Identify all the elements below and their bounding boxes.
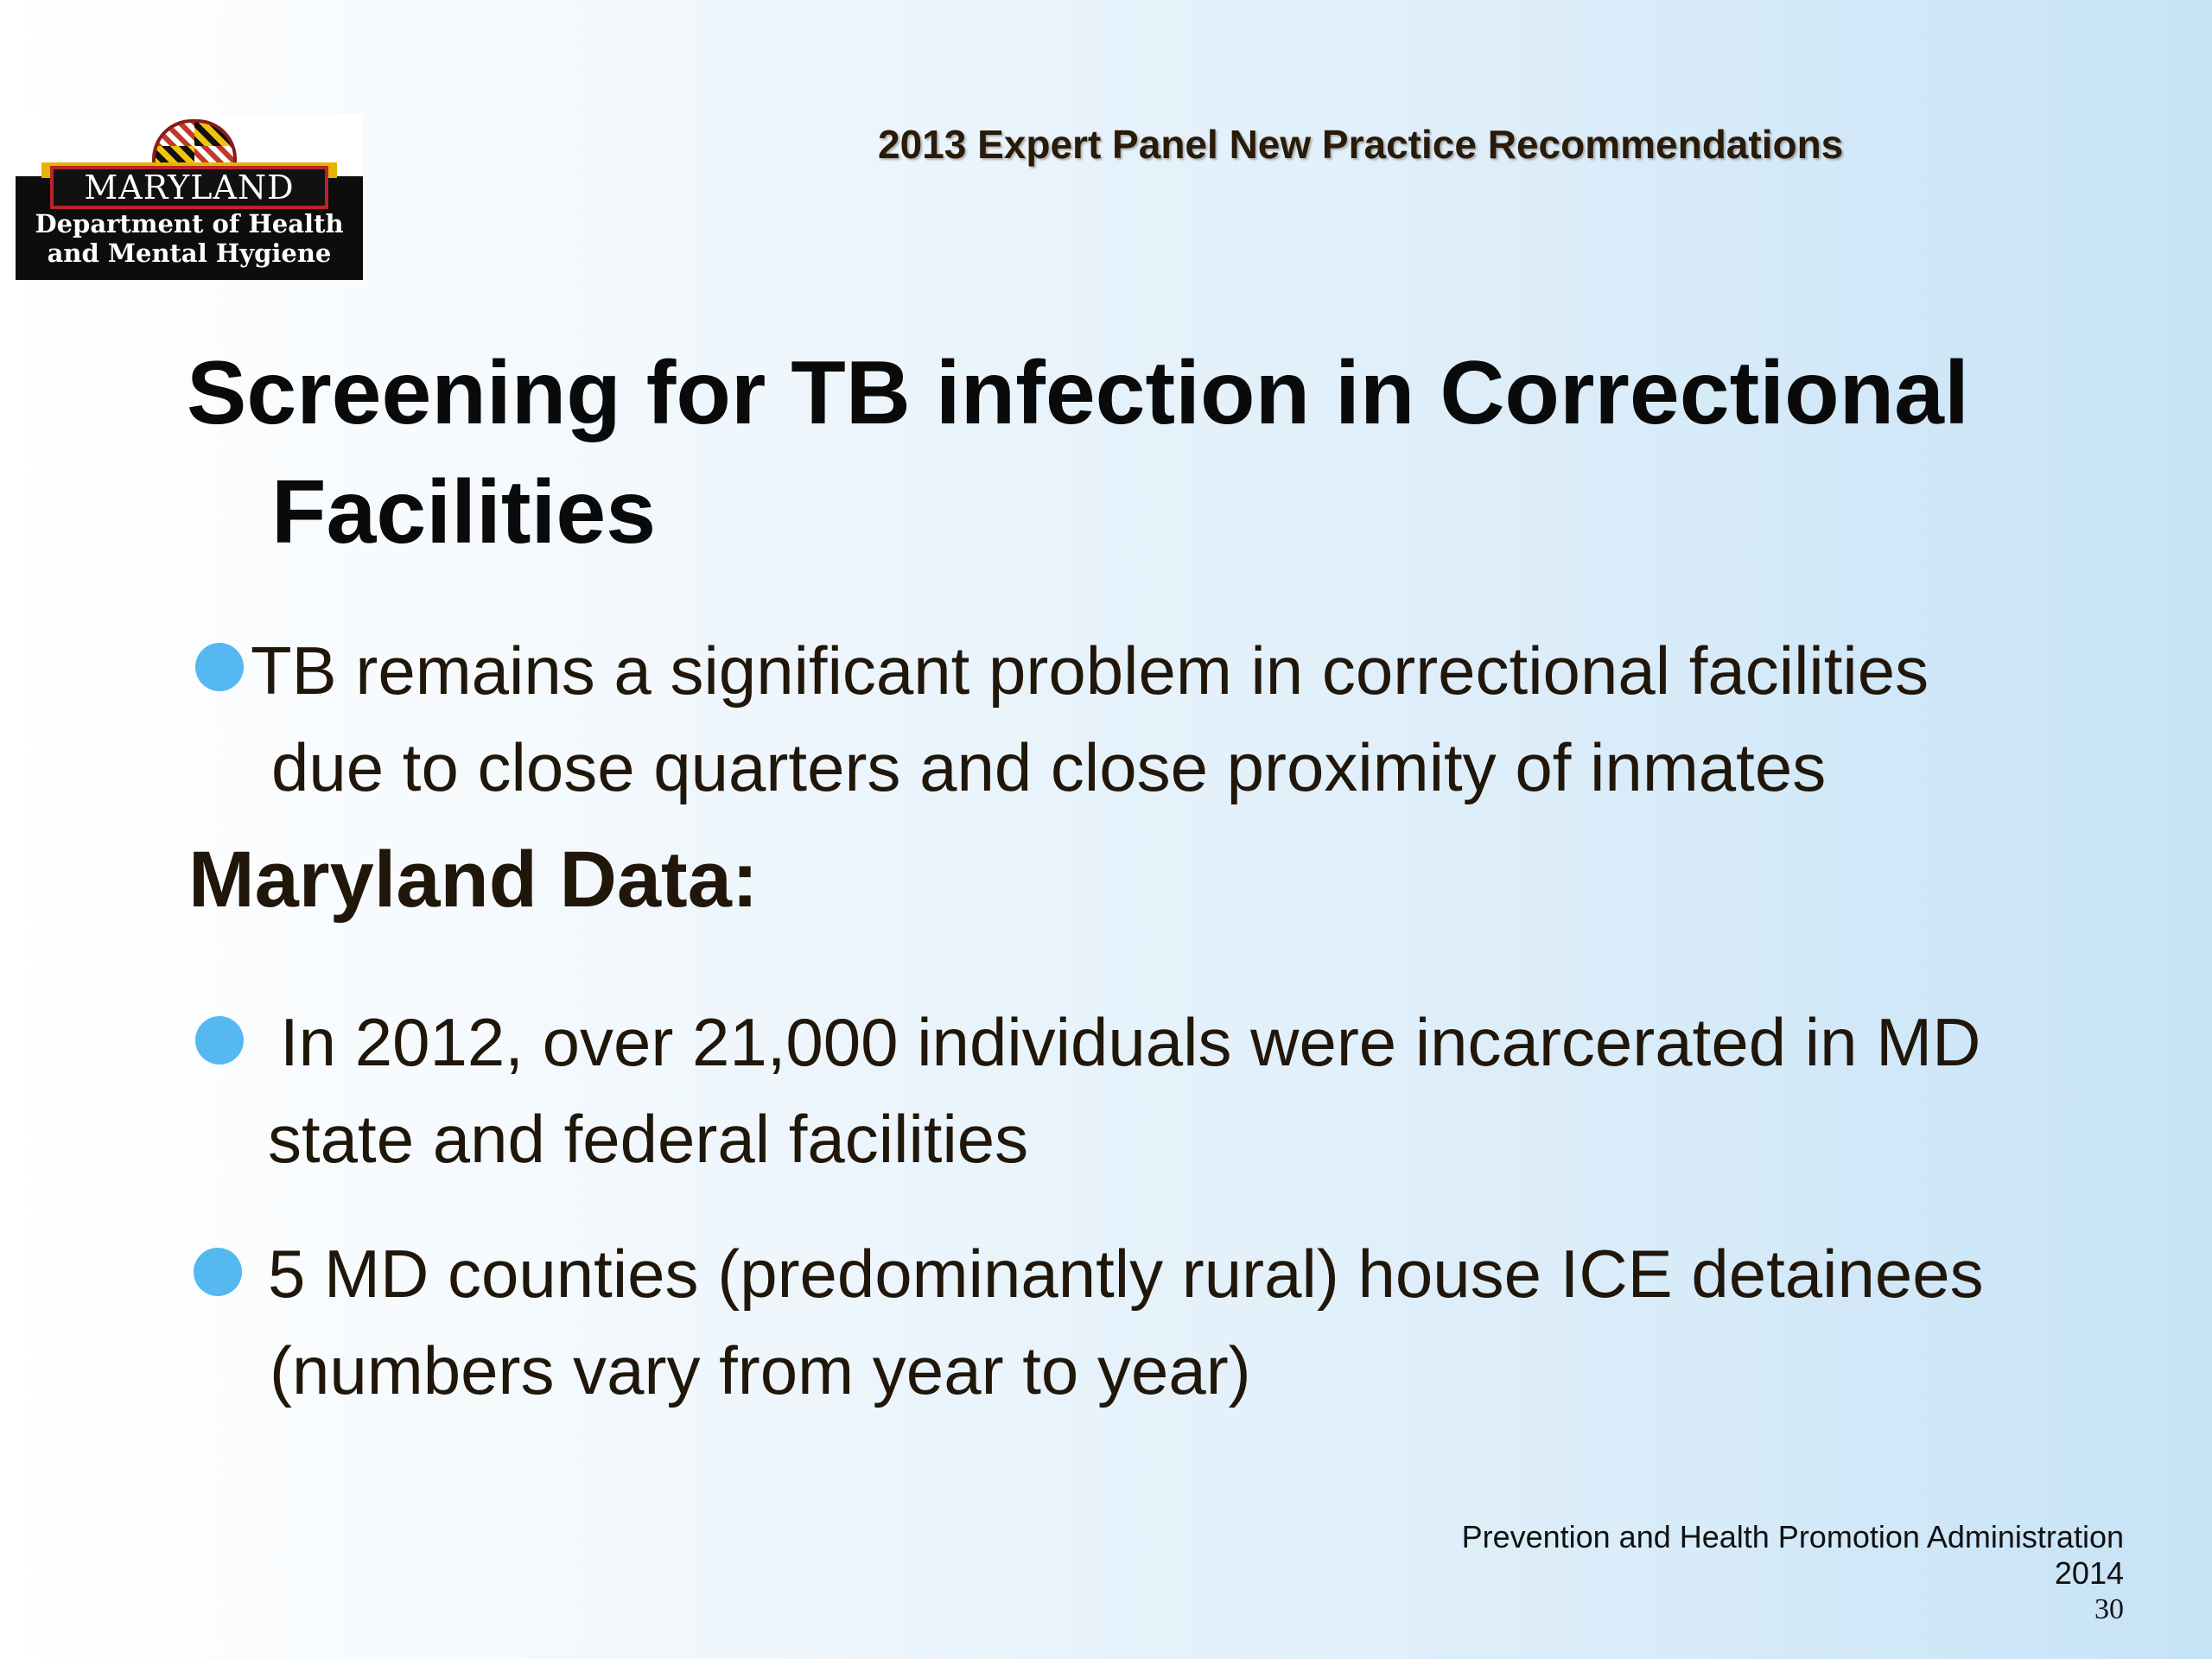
- bullet-line2: due to close quarters and close proximit…: [271, 729, 1827, 805]
- logo-department-line2: and Mental Hygiene: [47, 238, 332, 268]
- page-number: 30: [2094, 1593, 2124, 1625]
- section-heading: Maryland Data:: [188, 836, 759, 924]
- slide-title-line2: Facilities: [271, 462, 657, 563]
- bullet-text: 5 MD counties (predominantly rural) hous…: [268, 1225, 1984, 1419]
- slide-title: Screening for TB infection in Correction…: [187, 334, 2174, 572]
- footer-organization: Prevention and Health Promotion Administ…: [1461, 1519, 2124, 1554]
- bullet-line1: In 2012, over 21,000 individuals were in…: [280, 1004, 1981, 1080]
- header-title: 2013 Expert Panel New Practice Recommend…: [878, 122, 1844, 167]
- bullet-line2: state and federal facilities: [268, 1101, 1029, 1177]
- bullet-dot-icon: [195, 1016, 244, 1065]
- logo-name: MARYLAND: [50, 166, 328, 209]
- bullet-line1: 5 MD counties (predominantly rural) hous…: [268, 1236, 1984, 1312]
- maryland-dhmh-logo: MARYLAND Department of Health and Mental…: [16, 114, 363, 280]
- slide-title-line1: Screening for TB infection in Correction…: [187, 343, 1969, 443]
- bullet-item: 5 MD counties (predominantly rural) hous…: [194, 1225, 2174, 1424]
- bullet-line1: TB remains a significant problem in corr…: [251, 632, 1929, 709]
- bullet-dot-icon: [195, 643, 244, 691]
- logo-department-line1: Department of Health: [35, 209, 344, 238]
- bullet-text: TB remains a significant problem in corr…: [251, 622, 1929, 816]
- bullet-text: In 2012, over 21,000 individuals were in…: [268, 994, 1981, 1187]
- bullet-item: In 2012, over 21,000 individuals were in…: [195, 994, 2174, 1192]
- bullet-line2: (numbers vary from year to year): [270, 1332, 1251, 1408]
- bullet-dot-icon: [194, 1248, 242, 1296]
- bullet-item: TB remains a significant problem in corr…: [195, 622, 2174, 821]
- maryland-flag-icon: [152, 119, 237, 173]
- footer-year: 2014: [2054, 1555, 2124, 1591]
- footer: Prevention and Health Promotion Administ…: [1462, 1519, 2124, 1628]
